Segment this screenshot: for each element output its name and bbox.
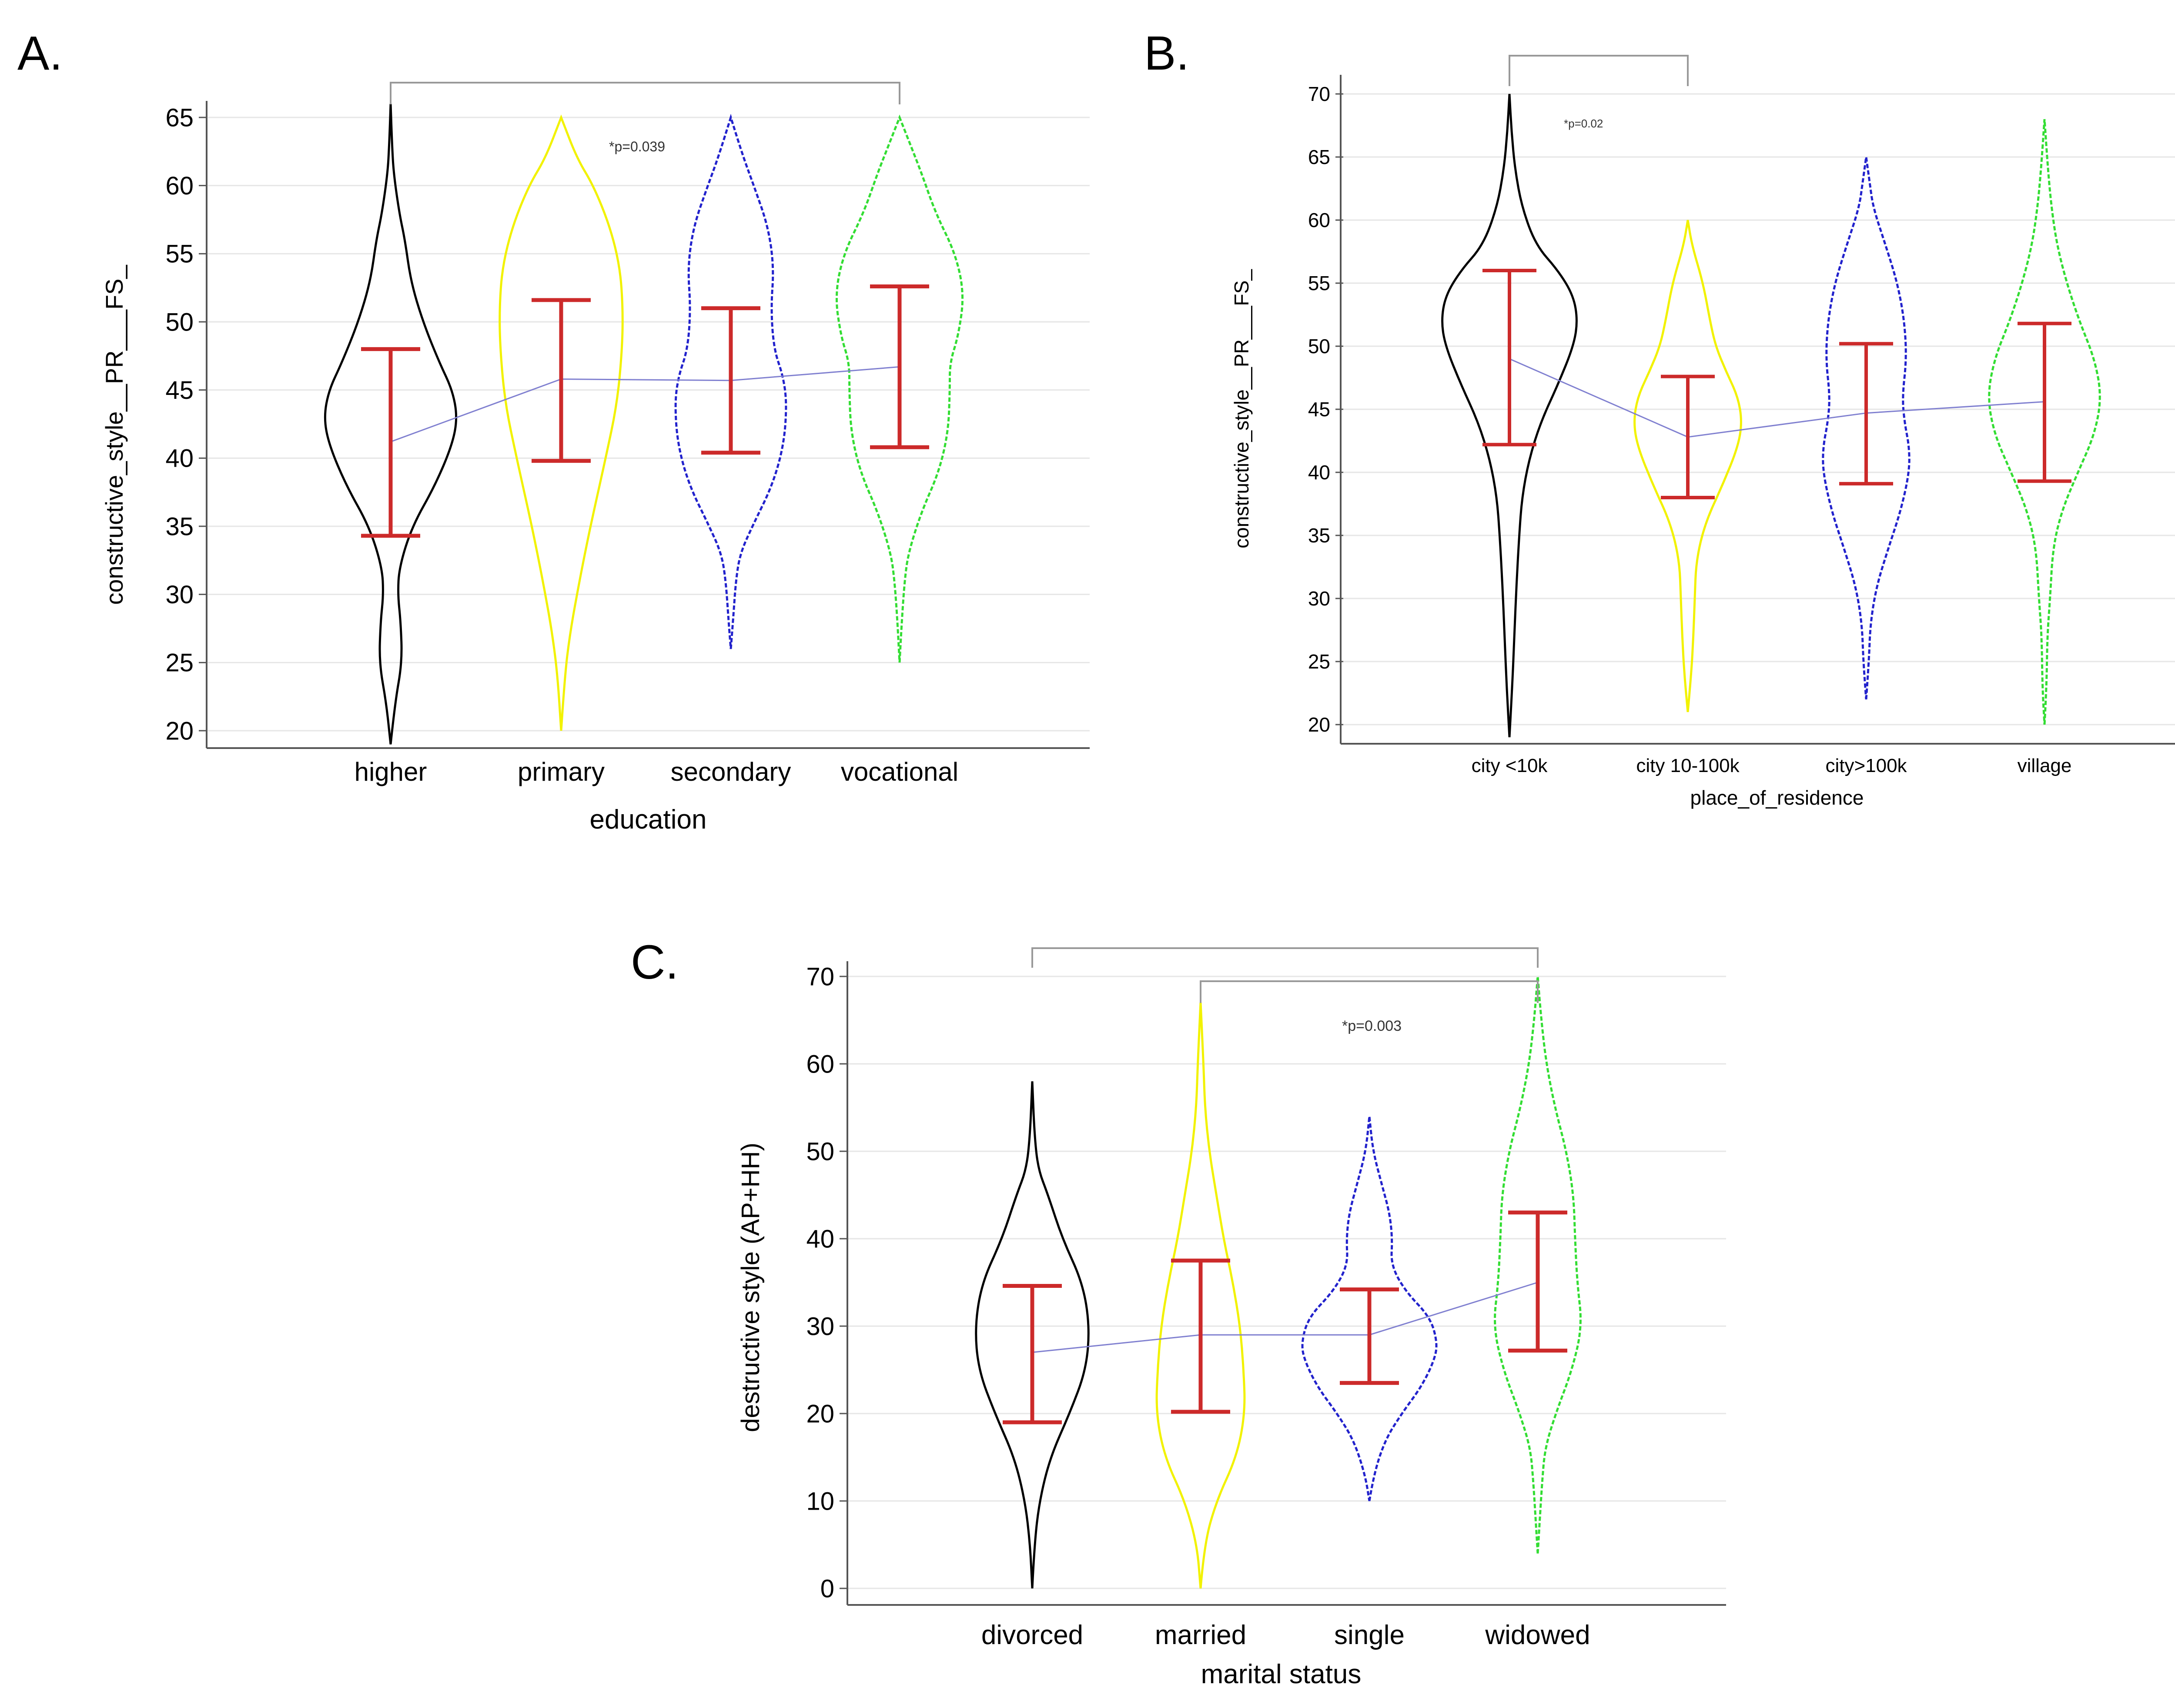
brackets-a [390, 82, 900, 104]
violin-single [1301, 1116, 1438, 1501]
y-ticks-a: 20 25 30 35 40 45 50 55 60 65 [165, 104, 207, 745]
y-tick-label: 20 [806, 1400, 834, 1428]
y-tick-label: 60 [806, 1050, 834, 1078]
y-tick-label: 10 [806, 1487, 834, 1515]
y-tick-label: 35 [1308, 524, 1330, 547]
x-ticks-c: divorced married single widowed [981, 1620, 1590, 1650]
x-axis-label-c: marital status [1201, 1659, 1362, 1689]
violin-divorced [975, 1081, 1090, 1589]
violins-b [1441, 94, 2101, 738]
y-tick-label: 60 [1308, 209, 1330, 231]
violin-city-10k [1441, 94, 1578, 738]
error-bars-b [1482, 269, 2071, 499]
x-tick-label: higher [355, 757, 427, 786]
y-tick-label: 65 [165, 104, 194, 132]
grid-a [208, 117, 1090, 732]
panel-label-a: A. [17, 27, 63, 80]
x-tick-label: city <10k [1472, 755, 1548, 776]
panel-label-c: C. [631, 936, 679, 989]
significance-bracket [1509, 55, 1689, 86]
y-ticks-c: 0 10 20 30 40 50 60 70 [806, 963, 847, 1603]
x-ticks-a: higher primary secondary vocational [355, 757, 958, 786]
significance-annotation-b: *p=0.02 [1564, 117, 1603, 130]
significance-bracket [390, 82, 900, 104]
x-tick-label: married [1155, 1620, 1246, 1650]
y-tick-label: 40 [165, 445, 194, 473]
y-axis-label-a: constructive_style__PR___FS_ [100, 265, 128, 605]
y-tick-label: 70 [1308, 83, 1330, 105]
x-ticks-b: city <10k city 10-100k city>100k village [1472, 755, 2072, 776]
brackets-c [1031, 947, 1539, 1003]
y-tick-label: 25 [165, 649, 194, 677]
y-tick-label: 40 [806, 1225, 834, 1253]
y-ticks-b: 20 25 30 35 40 45 50 55 60 65 70 [1308, 83, 1343, 736]
y-tick-label: 20 [1308, 713, 1330, 736]
mean-connecting-line [390, 366, 900, 443]
x-tick-label: city 10-100k [1636, 755, 1740, 776]
mean-line-a [390, 366, 900, 443]
panel-a: A. 20 25 30 35 40 45 50 55 60 65 higher primary sec… [17, 27, 1090, 835]
violin-widowed [1494, 976, 1582, 1554]
y-axis-label-b: constructive_style__PR___FS_ [1230, 269, 1253, 548]
violin-primary [499, 114, 624, 731]
mean-connecting-line [1032, 1282, 1538, 1353]
significance-bracket [1200, 980, 1539, 1003]
x-tick-label: widowed [1485, 1620, 1590, 1650]
error-bars-a [361, 284, 929, 538]
significance-annotation-c: *p=0.003 [1342, 1018, 1402, 1034]
panel-label-b: B. [1144, 27, 1189, 80]
grid-c [848, 976, 1726, 1589]
violins-c [975, 976, 1582, 1589]
significance-bracket [1031, 947, 1539, 968]
y-tick-label: 55 [165, 240, 194, 268]
x-tick-label: secondary [671, 757, 791, 786]
y-tick-label: 65 [1308, 146, 1330, 168]
x-tick-label: divorced [981, 1620, 1083, 1650]
x-axis-label-b: place_of_residence [1690, 786, 1864, 809]
violin-secondary [674, 114, 787, 649]
x-tick-label: single [1334, 1620, 1405, 1650]
y-tick-label: 30 [165, 581, 194, 609]
x-tick-label: primary [518, 757, 605, 786]
y-tick-label: 0 [820, 1574, 834, 1603]
y-axis-label-c: destructive style (AP+HH) [736, 1143, 765, 1432]
error-bars-c [1003, 1210, 1567, 1424]
y-tick-label: 50 [1308, 335, 1330, 358]
violin-village [1988, 119, 2101, 725]
y-tick-label: 50 [806, 1137, 834, 1166]
y-tick-label: 60 [165, 172, 194, 200]
y-tick-label: 45 [1308, 398, 1330, 421]
x-tick-label: vocational [841, 757, 958, 786]
violins-a [324, 104, 964, 745]
violin-vocational [835, 114, 964, 663]
y-tick-label: 30 [806, 1312, 834, 1340]
y-tick-label: 20 [165, 717, 194, 745]
y-tick-label: 55 [1308, 272, 1330, 294]
x-tick-label: village [2018, 755, 2072, 776]
panel-c: C. 0 10 20 30 40 50 60 70 divorced married single… [631, 936, 1726, 1689]
mean-line-b [1509, 358, 2045, 438]
y-tick-label: 50 [165, 308, 194, 336]
brackets-b [1509, 55, 1689, 86]
y-tick-label: 25 [1308, 650, 1330, 673]
violin-city-10-100k [1633, 220, 1742, 712]
y-tick-label: 70 [806, 963, 834, 991]
y-tick-label: 40 [1308, 461, 1330, 484]
mean-connecting-line [1509, 358, 2045, 438]
x-tick-label: city>100k [1825, 755, 1907, 776]
significance-annotation-a: *p=0.039 [609, 139, 665, 154]
x-axis-label-a: education [590, 805, 707, 835]
y-tick-label: 45 [165, 376, 194, 404]
mean-line-c [1032, 1282, 1538, 1353]
y-tick-label: 35 [165, 512, 194, 541]
violin-city-100k [1822, 157, 1911, 700]
y-tick-label: 30 [1308, 587, 1330, 610]
